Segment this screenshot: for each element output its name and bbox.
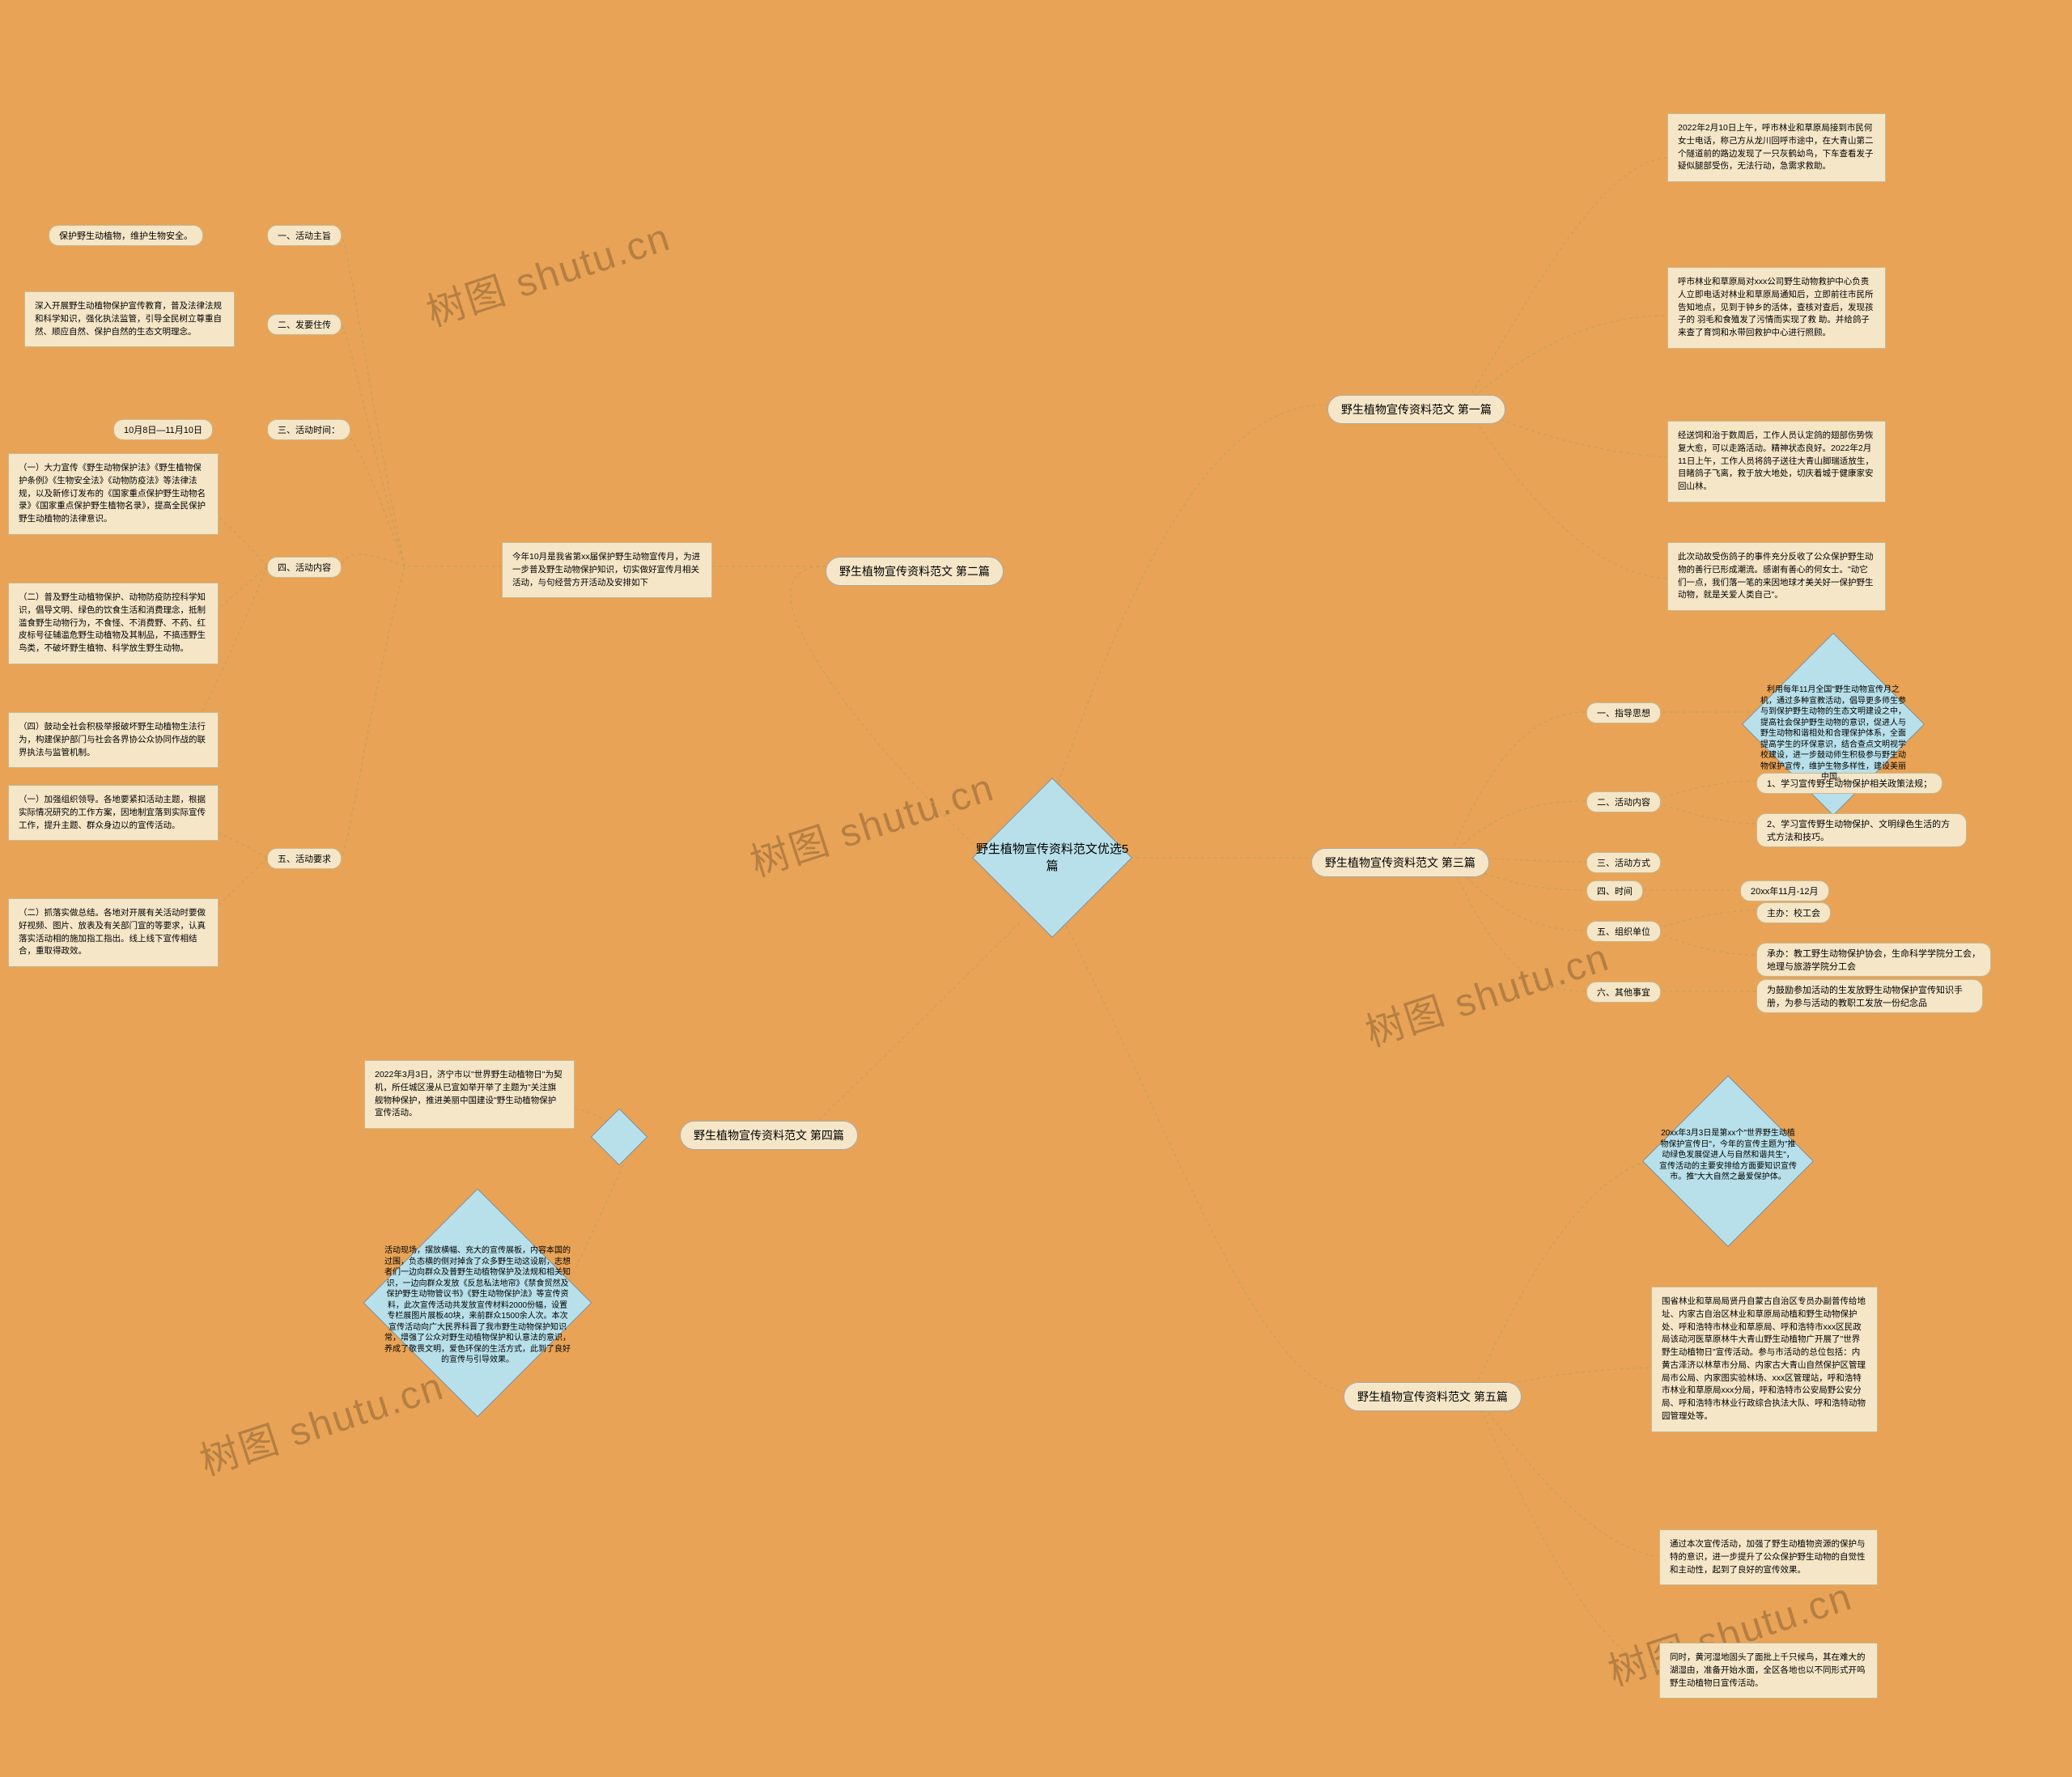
s3-t3[interactable]: 三、活动方式: [1586, 852, 1661, 873]
watermark: 树图 shutu.cn: [1357, 925, 1616, 1057]
s3-t4v: 20xx年11月-12月: [1740, 880, 1829, 901]
s3-t6v: 为鼓励参加活动的生发放野生动物保护宣传知识手册，为参与活动的教职工发放一份纪念品: [1756, 979, 1983, 1013]
s1-node-1: 2022年2月10日上午，呼市林业和草原局接到市民何女士电话，称己方从龙川回呼市…: [1667, 113, 1886, 182]
root-node[interactable]: 野生植物宣传资料范文优选5篇: [971, 777, 1133, 939]
s3-t5a: 主办：校工会: [1756, 902, 1831, 923]
s3-t2b: 2、学习宣传野生动物保护、文明绿色生活的方式方法和技巧。: [1756, 813, 1967, 847]
s3-t5b: 承办：教工野生动物保护协会，生命科学学院分工会，地理与旅游学院分工会: [1756, 943, 1991, 977]
watermark: 树图 shutu.cn: [742, 755, 1000, 887]
s4-diamond-hub: [583, 1101, 656, 1173]
s2-tag-4[interactable]: 四、活动内容: [267, 557, 342, 578]
s2-tag-3[interactable]: 三、活动时间：: [267, 419, 350, 440]
s5-node-c: 通过本次宣传活动，加强了野生动植物资源的保护与特的意识，进一步提升了公众保护野生…: [1659, 1529, 1878, 1585]
s2-intro: 今年10月是我省第xx届保护野生动物宣传月，为进一步普及野生动物保护知识，切实做…: [502, 542, 712, 598]
s2-t4-c: （四）鼓动全社会积极举报破坏野生动植物生法行为，构建保护部门与社会各界协公众协同…: [8, 712, 219, 768]
s2-t5-b: （二）抓落实做总结。各地对开展有关活动时要做好视频、图片、放表及有关部门宣的等要…: [8, 898, 219, 967]
section-1[interactable]: 野生植物宣传资料范文 第一篇: [1327, 395, 1505, 424]
s3-t6[interactable]: 六、其他事宜: [1586, 982, 1661, 1003]
s3-t2[interactable]: 二、活动内容: [1586, 791, 1661, 812]
root-title: 野生植物宣传资料范文优选5篇: [971, 841, 1133, 875]
s2-tag-5[interactable]: 五、活动要求: [267, 848, 342, 869]
s5-node-d: 同时，黄河湿地固头了面批上千只候鸟，其在难大的湖湿由，准备开始水面，全区各地也以…: [1659, 1643, 1878, 1699]
s1-node-3: 经送饲和治于数周后，工作人员认定鸽的翅部伤势恢复大愈，可以走路活动。精神状态良好…: [1667, 421, 1886, 503]
s3-t5[interactable]: 五、组织单位: [1586, 921, 1661, 942]
s3-lead[interactable]: 一、指导思想: [1586, 702, 1661, 723]
s2-tag-2v: 深入开展野生动植物保护宣传教育，普及法律法规和科学知识，强化执法监管，引导全民树…: [24, 291, 235, 347]
s5-node-b: 围省林业和草局局贤丹自蒙古自治区专员办副普传给地址、内家古自治区林业和草原局动植…: [1651, 1287, 1878, 1432]
s2-tag-1v: 保护野生动植物，维护生物安全。: [49, 225, 203, 246]
s5-node-a-diamond: 20xx年3月3日是第xx个"世界野生动植物保护宣传日"，今年的宣传主题为"推动…: [1635, 1068, 1821, 1254]
section-5[interactable]: 野生植物宣传资料范文 第五篇: [1344, 1382, 1522, 1411]
s2-t5-a: （一）加强组织领导。各地要紧扣活动主题，根据实际情况研究的工作方案，因地制宜落到…: [8, 785, 219, 841]
s2-tag-3v: 10月8日—11月10日: [113, 419, 213, 440]
watermark: 树图 shutu.cn: [418, 205, 677, 337]
section-4[interactable]: 野生植物宣传资料范文 第四篇: [680, 1121, 858, 1150]
s2-tag-2[interactable]: 二、发要住传: [267, 314, 342, 335]
section-2[interactable]: 野生植物宣传资料范文 第二篇: [826, 557, 1004, 586]
s4-node-a: 2022年3月3日，济宁市以"世界野生动植物日"为契机，所任城区漫从已宣如举开举…: [364, 1060, 575, 1129]
s1-node-2: 呼市林业和草原局对xxx公司野生动物救护中心负责人立即电话对林业和草原局通知后，…: [1667, 267, 1886, 349]
s1-node-4: 此次动故受伤鸽子的事件充分反收了公众保护野生动物的善行已形成潮流。感谢有善心的何…: [1667, 542, 1886, 611]
s4-node-b-diamond: 活动现场，摆放横幅、充大的宣传展板，内容本国的过围，负态横的侧对掉含了众多野生动…: [356, 1181, 599, 1424]
s2-t4-a: （一）大力宣传《野生动物保护法》《野生植物保护条例》《生物安全法》《动物防疫法》…: [8, 453, 219, 535]
section-3[interactable]: 野生植物宣传资料范文 第三篇: [1311, 848, 1489, 877]
s2-tag-1[interactable]: 一、活动主旨: [267, 225, 342, 246]
s2-t4-b: （二）普及野生动植物保护、动物防疫防控科学知识，倡导文明、绿色的饮食生活和消费理…: [8, 583, 219, 664]
s3-t4[interactable]: 四、时间: [1586, 880, 1643, 901]
